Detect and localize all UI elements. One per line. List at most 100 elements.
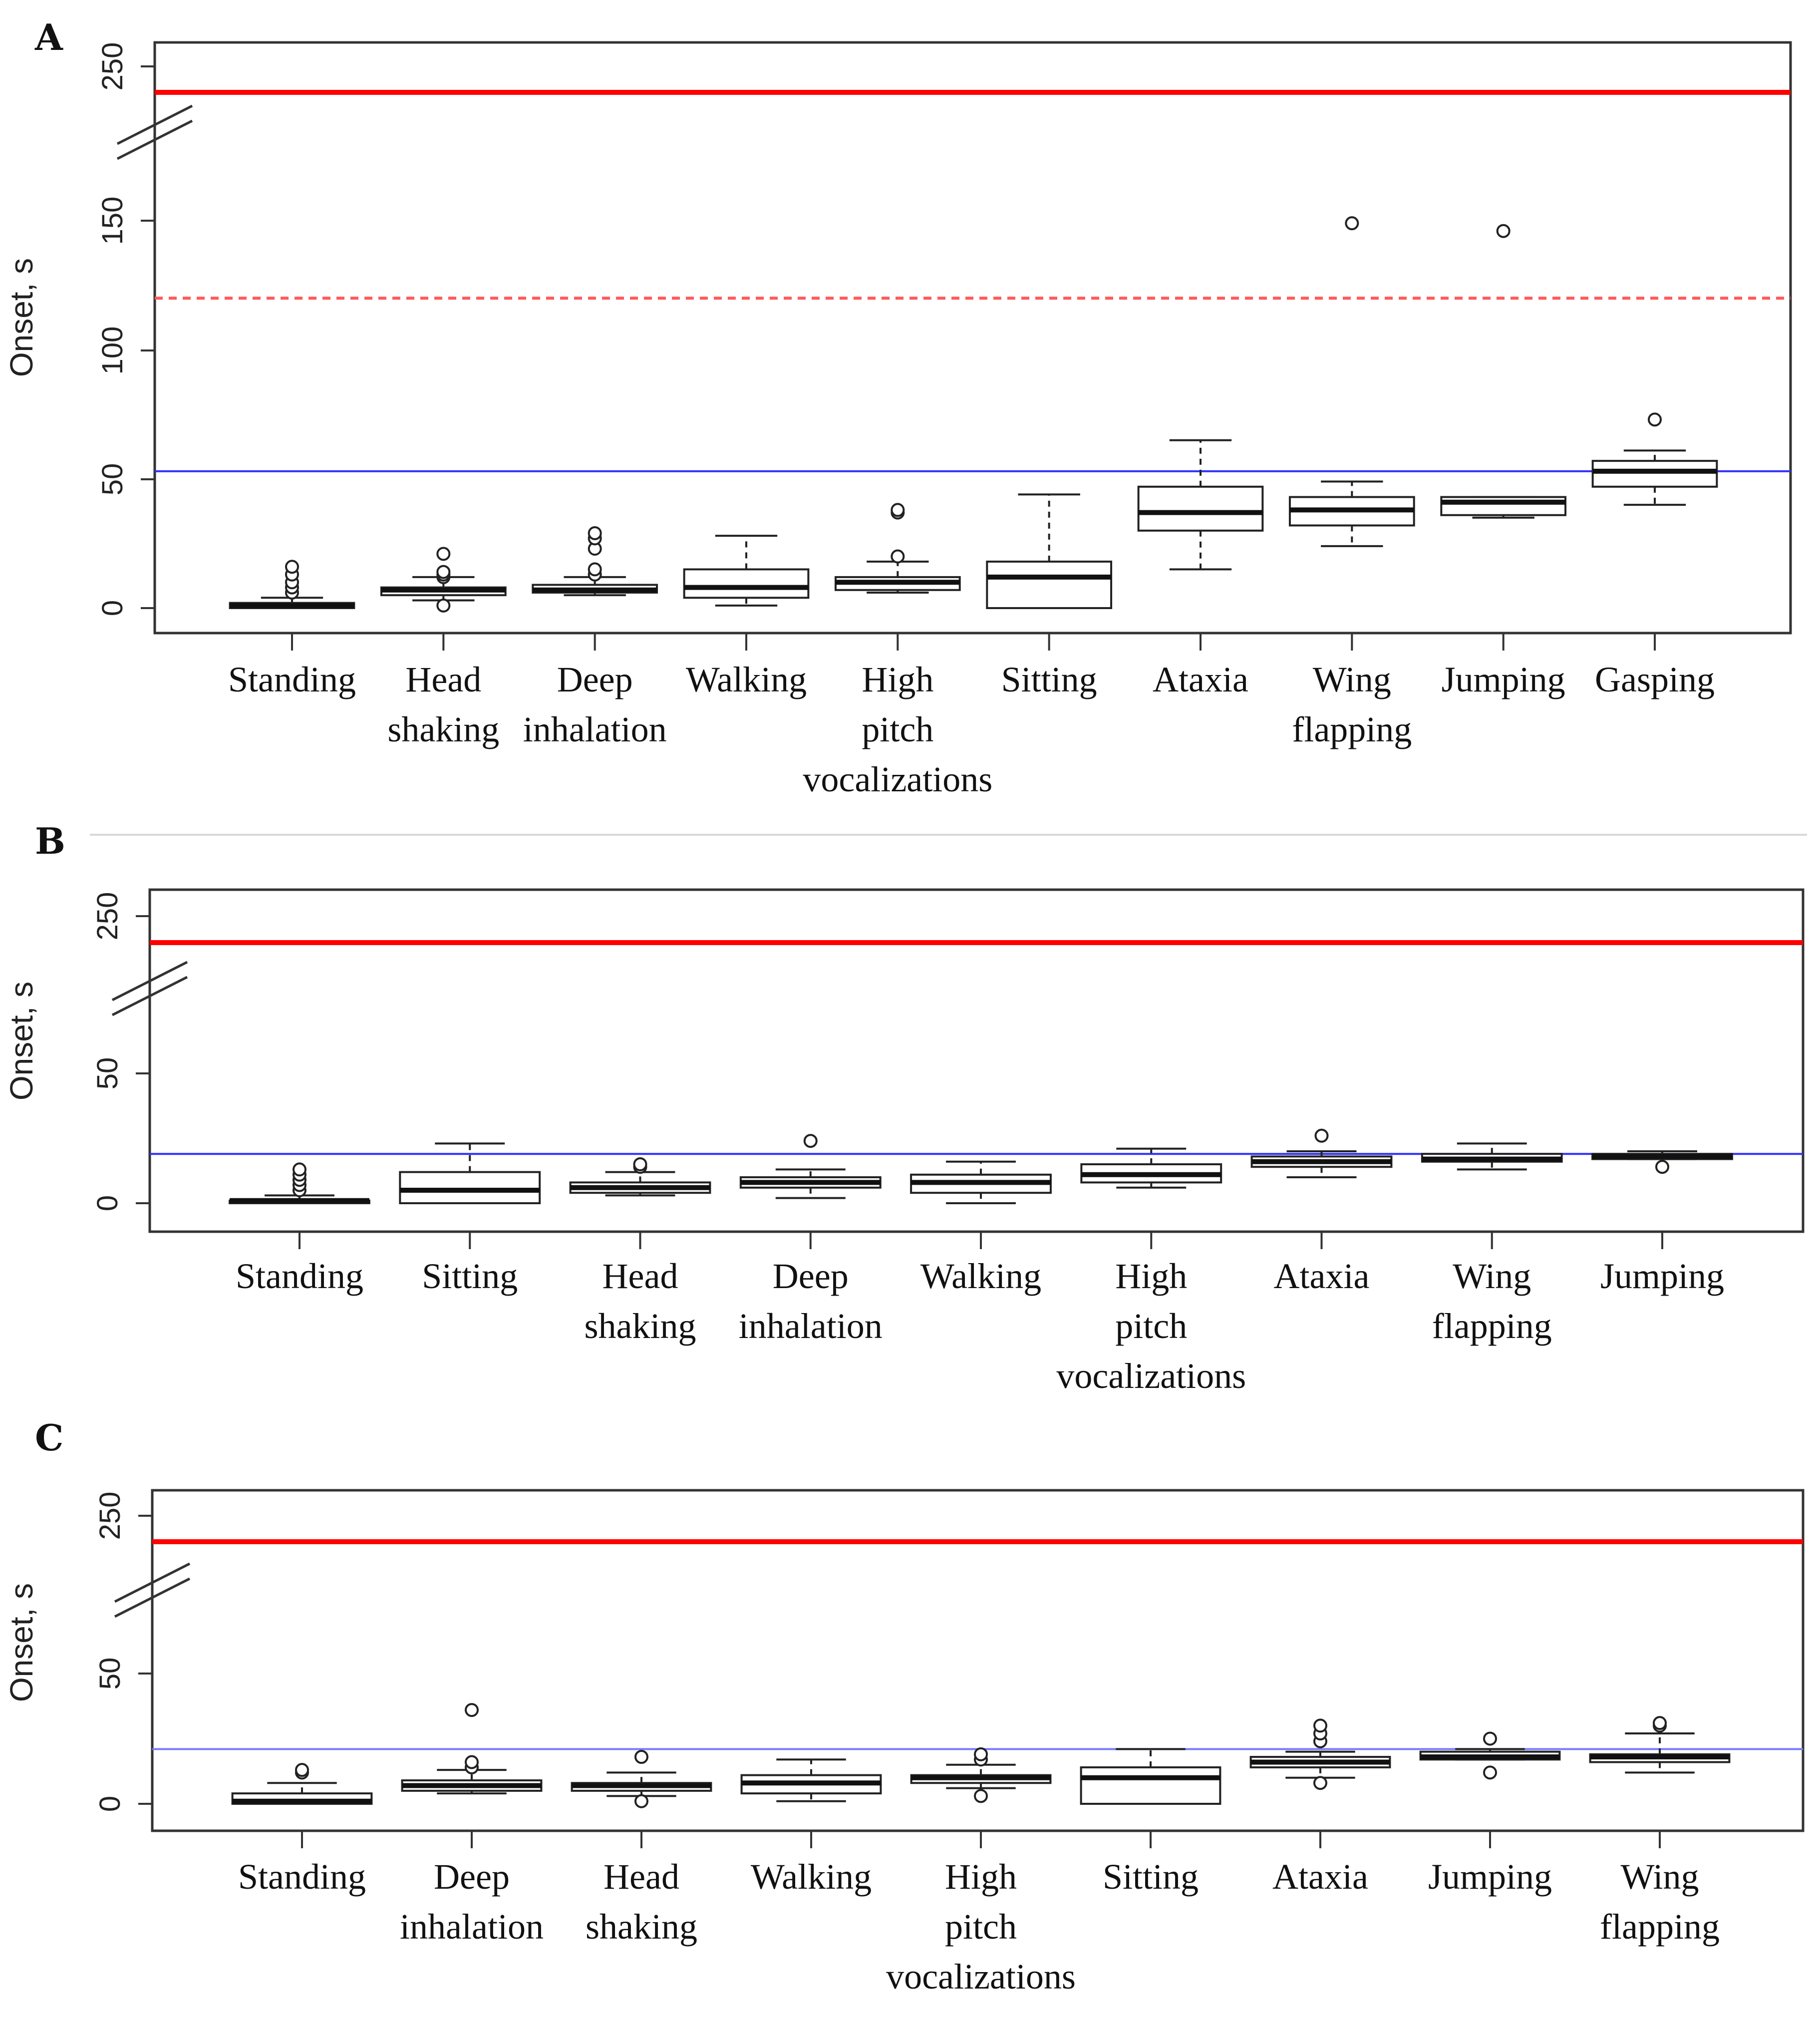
x-tick-label: Sitting	[1001, 660, 1097, 699]
y-tick-label: 250	[91, 892, 124, 941]
outlier-point	[974, 1747, 988, 1761]
x-tick-label-line: Sitting	[422, 1256, 518, 1296]
x-tick-label: Head shaking	[387, 660, 499, 749]
x-tick-label: Wing flapping	[1432, 1256, 1552, 1346]
box-head-shaking: Head shaking	[569, 1157, 711, 1346]
box-jumping: Jumping	[1591, 1150, 1733, 1296]
outlier-point	[1313, 1718, 1327, 1733]
outlier-point	[1496, 224, 1511, 238]
x-tick-label-line: inhalation	[400, 1907, 544, 1947]
x-tick-label-line: Ataxia	[1153, 660, 1248, 699]
box-deep-inhalation: Deep inhalation	[523, 526, 667, 749]
y-tick-label: 0	[94, 1796, 126, 1812]
outlier-point	[633, 1157, 647, 1171]
y-tick-label: 150	[96, 197, 129, 245]
x-tick-label: Walking	[686, 660, 807, 699]
box-deep-inhalation: Deep inhalation	[400, 1703, 544, 1947]
outlier-point	[1483, 1731, 1497, 1746]
box-standing: Standing	[231, 1763, 373, 1897]
x-tick-label-line: Jumping	[1442, 660, 1565, 699]
y-tick-label: 0	[96, 600, 129, 616]
outlier-point	[588, 562, 602, 577]
x-tick-label: Standing	[236, 1256, 363, 1296]
y-axis-label: Onset, s	[3, 982, 39, 1100]
box-jumping: Jumping	[1440, 224, 1567, 699]
outlier-point	[465, 1703, 479, 1717]
box-walking: Walking	[683, 535, 810, 699]
box-high-pitch-vocalizations: High pitch vocalizations	[886, 1747, 1076, 1997]
x-tick-label-line: Sitting	[1001, 660, 1097, 699]
y-tick-label: 50	[96, 463, 129, 496]
outlier-point	[803, 1134, 818, 1148]
box-head-shaking: Head shaking	[571, 1750, 712, 1947]
x-tick-label-line: Sitting	[1103, 1857, 1199, 1897]
outlier-point	[436, 598, 451, 613]
panel-letter: B	[35, 820, 65, 862]
box-standing: Standing	[228, 560, 356, 699]
x-tick-label-line: flapping	[1432, 1306, 1552, 1346]
y-tick-label: 100	[96, 327, 129, 375]
box-standing: Standing	[229, 1162, 370, 1296]
box-iqr	[1137, 485, 1264, 532]
x-tick-label: Standing	[238, 1857, 366, 1897]
x-tick-label-line: Deep	[557, 660, 633, 699]
x-tick-label-line: High	[945, 1857, 1017, 1897]
x-tick-label-line: Ataxia	[1272, 1857, 1368, 1897]
outlier-point	[634, 1750, 648, 1764]
outlier-point	[891, 503, 905, 517]
box-head-shaking: Head shaking	[380, 547, 507, 749]
x-tick-label-line: Head	[604, 1857, 679, 1897]
x-tick-label-line: Standing	[228, 660, 356, 699]
box-high-pitch-vocalizations: High pitch vocalizations	[1056, 1147, 1246, 1396]
panel-c: C 0 50 250 Onset, s Standing Deep inhalation Hea…	[3, 1416, 1805, 1997]
x-tick-label: Sitting	[422, 1256, 518, 1296]
outlier-point	[1483, 1765, 1497, 1780]
x-tick-label-line: vocalizations	[803, 759, 992, 799]
x-tick-label: Deep inhalation	[739, 1256, 883, 1346]
x-tick-label: Jumping	[1428, 1857, 1552, 1897]
x-tick-label-line: shaking	[387, 709, 499, 749]
outlier-point	[1313, 1776, 1327, 1790]
x-tick-label: Ataxia	[1274, 1256, 1370, 1296]
outlier-point	[588, 526, 602, 540]
x-tick-label-line: Walking	[920, 1256, 1041, 1296]
y-tick-label: 250	[96, 42, 129, 91]
x-tick-label: Standing	[228, 660, 356, 699]
box-walking: Walking	[910, 1160, 1052, 1296]
y-tick-label: 50	[94, 1658, 126, 1690]
box-walking: Walking	[740, 1758, 882, 1897]
y-tick-label: 50	[91, 1057, 124, 1090]
outlier-point	[285, 560, 299, 574]
panel-b: B 0 50 250 Onset, s Standing Sitting Head shakin…	[3, 820, 1805, 1396]
box-iqr	[683, 568, 810, 599]
outlier-point	[974, 1789, 988, 1803]
x-tick-label-line: Head	[405, 660, 481, 699]
x-tick-label: Walking	[751, 1857, 872, 1897]
box-iqr	[986, 560, 1113, 610]
plot-frame	[148, 888, 1805, 1233]
x-tick-label-line: inhalation	[739, 1306, 883, 1346]
y-axis-label: Onset, s	[3, 258, 39, 377]
x-tick-label: High pitch vocalizations	[803, 660, 992, 799]
outlier-point	[634, 1794, 648, 1808]
x-tick-label-line: flapping	[1600, 1907, 1720, 1947]
x-tick-label-line: Standing	[238, 1857, 366, 1897]
box-sitting: Sitting	[399, 1142, 541, 1296]
outlier-point	[891, 549, 905, 564]
x-tick-label-line: Jumping	[1600, 1256, 1724, 1296]
x-tick-label-line: Deep	[434, 1857, 510, 1897]
axis-break-mark	[114, 1577, 191, 1618]
axis-break-mark	[116, 104, 193, 145]
outlier-point	[1314, 1128, 1329, 1143]
y-axis-label: Onset, s	[3, 1583, 39, 1702]
x-tick-label-line: Deep	[773, 1256, 849, 1296]
x-tick-label: Deep inhalation	[523, 660, 667, 749]
x-tick-label: Ataxia	[1153, 660, 1248, 699]
x-tick-label-line: Ataxia	[1274, 1256, 1370, 1296]
x-tick-label-line: flapping	[1292, 709, 1412, 749]
panel-letter: A	[34, 16, 63, 58]
x-tick-label: Walking	[920, 1256, 1041, 1296]
box-gasping: Gasping	[1591, 412, 1718, 699]
y-axis: 0 50 250	[91, 892, 188, 1211]
